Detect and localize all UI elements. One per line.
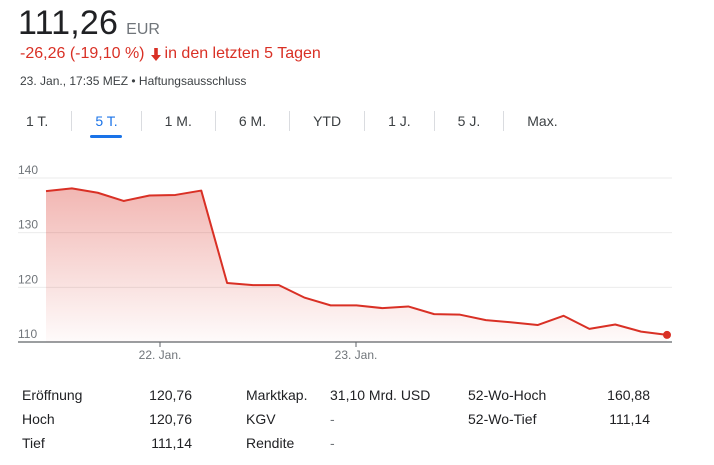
data-point <box>122 199 126 203</box>
price-header: 111,26 EUR <box>18 4 160 43</box>
tab-5y[interactable]: 5 J. <box>457 113 481 129</box>
currency-label: EUR <box>126 21 160 38</box>
data-point <box>458 313 462 317</box>
stat-label: KGV <box>246 411 276 427</box>
data-point <box>613 323 617 327</box>
stat-value: 160,88 <box>607 387 650 403</box>
data-point <box>562 314 566 318</box>
data-point <box>277 283 281 287</box>
tab-divider <box>503 111 505 131</box>
stat-label: Eröffnung <box>22 387 83 403</box>
stat-value: 120,76 <box>149 387 192 403</box>
tab-1y[interactable]: 1 J. <box>388 113 411 129</box>
current-price-dot <box>663 330 671 339</box>
tab-divider <box>214 111 216 131</box>
tab-5d[interactable]: 5 T. <box>85 106 127 136</box>
stat-value: - <box>330 435 335 451</box>
stat-label: Rendite <box>246 435 295 451</box>
current-price: 111,26 <box>18 4 119 42</box>
y-tick-label: 140 <box>18 163 38 177</box>
tab-divider <box>433 111 435 131</box>
data-point <box>484 318 488 322</box>
tab-divider <box>364 111 366 131</box>
tab-max[interactable]: Max. <box>527 113 558 129</box>
price-line <box>45 187 668 336</box>
data-point <box>587 327 591 331</box>
data-point <box>148 193 152 197</box>
stat-label: Tief <box>22 435 45 451</box>
stat-label: Marktkap. <box>246 387 308 403</box>
stat-value: 31,10 Mrd. USD <box>330 387 431 403</box>
price-area-fill <box>46 188 667 342</box>
stat-label: 52-Wo-Tief <box>468 411 537 427</box>
data-point <box>251 283 255 287</box>
tab-divider <box>289 111 291 131</box>
stat-label: 52-Wo-Hoch <box>468 387 547 403</box>
range-tabs: 1 T. 5 T. 1 M. 6 M. YTD 1 J. 5 J. Max. <box>16 106 568 136</box>
stat-value: 120,76 <box>149 411 192 427</box>
data-point <box>329 303 333 307</box>
data-point <box>432 312 436 316</box>
data-point <box>70 186 74 190</box>
data-point <box>536 323 540 327</box>
price-chart-svg[interactable]: 110 120 130 140 22. Jan. 23. Jan. <box>0 160 714 370</box>
data-point <box>380 306 384 310</box>
arrow-down-icon <box>150 47 161 61</box>
tab-1d[interactable]: 1 T. <box>26 113 49 129</box>
y-tick-label: 120 <box>18 272 38 286</box>
data-point <box>173 193 177 197</box>
data-point <box>639 330 643 334</box>
change-amount: -26,26 (-19,10 %) <box>20 45 145 62</box>
data-point <box>96 191 100 195</box>
x-tick-label: 22. Jan. <box>139 348 182 362</box>
timestamp-disclaimer: 23. Jan., 17:35 MEZ • Haftungsausschluss <box>20 74 247 88</box>
stat-value: 111,14 <box>151 435 192 451</box>
tab-divider <box>140 111 142 131</box>
data-point <box>303 296 307 300</box>
y-tick-label: 110 <box>18 327 37 341</box>
tab-1m[interactable]: 1 M. <box>164 113 192 129</box>
tab-6m[interactable]: 6 M. <box>238 113 267 129</box>
y-tick-label: 130 <box>18 218 38 232</box>
data-point <box>225 281 229 285</box>
change-period: in den letzten 5 Tagen <box>164 45 321 62</box>
data-point <box>406 304 410 308</box>
tab-divider <box>71 111 73 131</box>
data-point <box>355 303 359 307</box>
stat-value: 111,14 <box>609 411 650 427</box>
data-point <box>510 320 514 324</box>
stat-value: - <box>330 411 335 427</box>
price-chart[interactable]: 110 120 130 140 22. Jan. 23. Jan. <box>0 160 714 370</box>
data-point <box>199 189 203 193</box>
x-tick-label: 23. Jan. <box>335 348 378 362</box>
tab-ytd[interactable]: YTD <box>313 113 342 129</box>
data-point <box>44 189 48 193</box>
stat-label: Hoch <box>22 411 55 427</box>
price-change: -26,26 (-19,10 %) in den letzten 5 Tagen <box>20 45 321 63</box>
